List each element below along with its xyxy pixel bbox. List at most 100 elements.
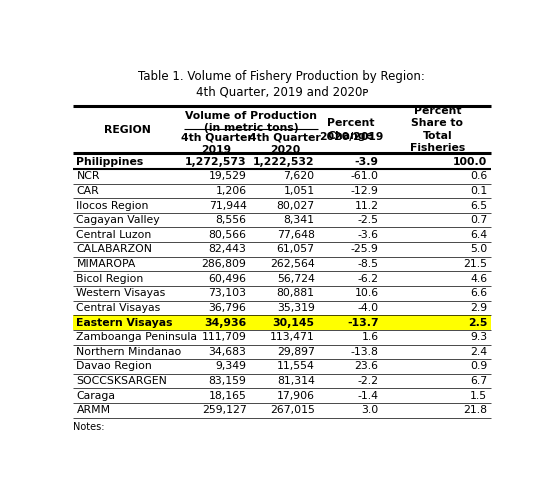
Text: 6.6: 6.6	[470, 288, 487, 298]
Text: 8,556: 8,556	[216, 215, 246, 225]
Text: Cagayan Valley: Cagayan Valley	[76, 215, 160, 225]
Text: 0.9: 0.9	[470, 362, 487, 372]
Text: 29,897: 29,897	[277, 347, 315, 357]
Text: Zamboanga Peninsula: Zamboanga Peninsula	[76, 332, 197, 342]
Text: Caraga: Caraga	[76, 390, 116, 400]
Text: 61,057: 61,057	[277, 244, 315, 254]
Text: -6.2: -6.2	[358, 274, 378, 283]
Text: 267,015: 267,015	[270, 406, 315, 415]
Text: 2020/2019: 2020/2019	[319, 132, 383, 142]
Text: 111,709: 111,709	[202, 332, 246, 342]
Text: 73,103: 73,103	[208, 288, 246, 298]
Text: 80,566: 80,566	[208, 230, 246, 240]
Text: Percent
Change: Percent Change	[327, 118, 375, 141]
Text: 0.7: 0.7	[470, 215, 487, 225]
Text: Ilocos Region: Ilocos Region	[76, 200, 149, 210]
Text: 9,349: 9,349	[216, 362, 246, 372]
Text: -13.8: -13.8	[351, 347, 378, 357]
Text: 21.5: 21.5	[463, 259, 487, 269]
Text: 9.3: 9.3	[470, 332, 487, 342]
Text: -1.4: -1.4	[358, 390, 378, 400]
Text: 2.4: 2.4	[470, 347, 487, 357]
Text: 100.0: 100.0	[453, 156, 487, 166]
Text: 6.7: 6.7	[470, 376, 487, 386]
Text: 1,222,532: 1,222,532	[253, 156, 315, 166]
Text: 80,881: 80,881	[277, 288, 315, 298]
Text: 1,272,573: 1,272,573	[185, 156, 246, 166]
Text: NCR: NCR	[76, 172, 100, 181]
Text: 1.5: 1.5	[470, 390, 487, 400]
Text: Davao Region: Davao Region	[76, 362, 152, 372]
Text: 7,620: 7,620	[284, 172, 315, 181]
Text: 56,724: 56,724	[277, 274, 315, 283]
Text: 11.2: 11.2	[355, 200, 378, 210]
Text: 3.0: 3.0	[361, 406, 378, 415]
Text: -8.5: -8.5	[358, 259, 378, 269]
Text: -3.6: -3.6	[358, 230, 378, 240]
Text: ARMM: ARMM	[76, 406, 111, 415]
Text: 23.6: 23.6	[355, 362, 378, 372]
Text: 11,554: 11,554	[277, 362, 315, 372]
Text: Central Visayas: Central Visayas	[76, 303, 161, 313]
Text: 19,529: 19,529	[208, 172, 246, 181]
Text: Northern Mindanao: Northern Mindanao	[76, 347, 182, 357]
Text: 2.5: 2.5	[468, 318, 487, 328]
Text: 4th Quarter, 2019 and 2020ᴘ: 4th Quarter, 2019 and 2020ᴘ	[196, 85, 368, 98]
Text: 18,165: 18,165	[208, 390, 246, 400]
Text: MIMAROPA: MIMAROPA	[76, 259, 136, 269]
Text: 1,051: 1,051	[284, 186, 315, 196]
Text: 35,319: 35,319	[277, 303, 315, 313]
Text: Eastern Visayas: Eastern Visayas	[76, 318, 173, 328]
Text: -4.0: -4.0	[358, 303, 378, 313]
Text: 71,944: 71,944	[208, 200, 246, 210]
Text: 0.6: 0.6	[470, 172, 487, 181]
Text: 34,683: 34,683	[208, 347, 246, 357]
Text: Western Visayas: Western Visayas	[76, 288, 166, 298]
Text: REGION: REGION	[104, 124, 151, 134]
Text: 2.9: 2.9	[470, 303, 487, 313]
Text: Volume of Production
(in metric tons): Volume of Production (in metric tons)	[185, 111, 317, 133]
Text: 5.0: 5.0	[470, 244, 487, 254]
Text: 82,443: 82,443	[208, 244, 246, 254]
Text: 8,341: 8,341	[284, 215, 315, 225]
Text: Central Luzon: Central Luzon	[76, 230, 152, 240]
Text: Philippines: Philippines	[76, 156, 144, 166]
Text: -2.5: -2.5	[358, 215, 378, 225]
Text: CAR: CAR	[76, 186, 99, 196]
Text: 81,314: 81,314	[277, 376, 315, 386]
Text: 6.4: 6.4	[470, 230, 487, 240]
Text: -61.0: -61.0	[351, 172, 378, 181]
Text: 80,027: 80,027	[277, 200, 315, 210]
Text: 83,159: 83,159	[208, 376, 246, 386]
Text: Bicol Region: Bicol Region	[76, 274, 144, 283]
Text: 259,127: 259,127	[202, 406, 246, 415]
Text: 77,648: 77,648	[277, 230, 315, 240]
Text: 30,145: 30,145	[273, 318, 315, 328]
Text: 34,936: 34,936	[204, 318, 246, 328]
Text: CALABARZON: CALABARZON	[76, 244, 152, 254]
Text: SOCCSKSARGEN: SOCCSKSARGEN	[76, 376, 167, 386]
Text: Notes:: Notes:	[73, 422, 104, 432]
Text: -3.9: -3.9	[355, 156, 378, 166]
Text: 113,471: 113,471	[270, 332, 315, 342]
Text: -2.2: -2.2	[358, 376, 378, 386]
Text: Percent
Share to
Total
Fisheries: Percent Share to Total Fisheries	[410, 106, 465, 154]
Bar	[73, 316, 491, 330]
Text: 17,906: 17,906	[277, 390, 315, 400]
Text: Table 1. Volume of Fishery Production by Region:: Table 1. Volume of Fishery Production by…	[139, 70, 425, 82]
Text: 286,809: 286,809	[202, 259, 246, 269]
Text: 1.6: 1.6	[361, 332, 378, 342]
Text: 1,206: 1,206	[216, 186, 246, 196]
Text: 6.5: 6.5	[470, 200, 487, 210]
Text: 4.6: 4.6	[470, 274, 487, 283]
Text: 36,796: 36,796	[208, 303, 246, 313]
Text: 0.1: 0.1	[470, 186, 487, 196]
Text: 60,496: 60,496	[208, 274, 246, 283]
Text: -25.9: -25.9	[351, 244, 378, 254]
Text: 262,564: 262,564	[270, 259, 315, 269]
Text: 4th Quarter
2019: 4th Quarter 2019	[181, 132, 252, 155]
Text: 4th Quarter
2020: 4th Quarter 2020	[249, 132, 321, 155]
Text: 21.8: 21.8	[463, 406, 487, 415]
Text: 10.6: 10.6	[355, 288, 378, 298]
Text: -13.7: -13.7	[347, 318, 378, 328]
